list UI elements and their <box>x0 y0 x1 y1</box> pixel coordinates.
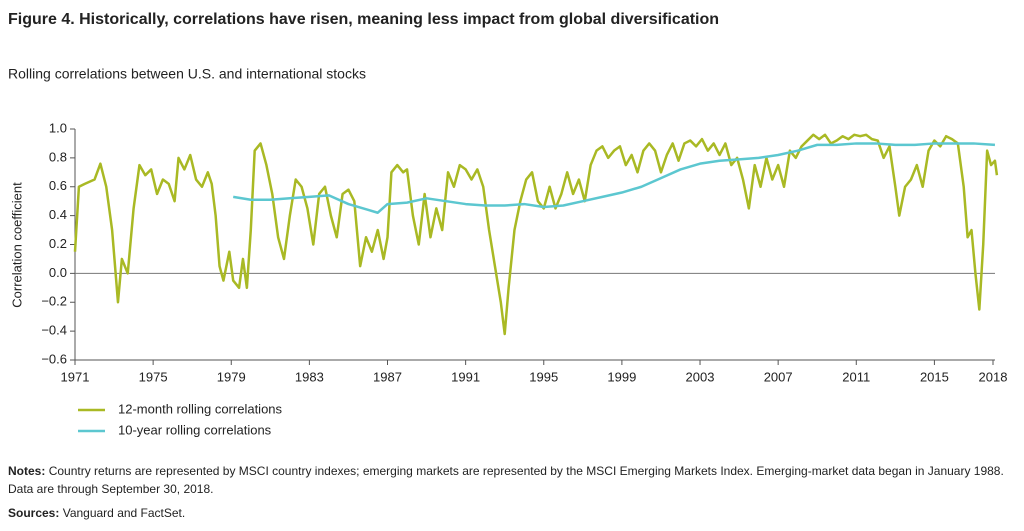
x-tick-label: 1983 <box>295 369 324 384</box>
chart-title: Figure 4. Historically, correlations hav… <box>8 11 719 28</box>
y-tick-label: −0.6 <box>41 351 67 366</box>
y-tick-label: 1.0 <box>49 120 67 135</box>
y-tick-label: 0.8 <box>49 149 67 164</box>
y-axis-label: Correlation coefficient <box>9 182 24 308</box>
x-tick-label: 2015 <box>920 369 949 384</box>
x-tick-label: 2007 <box>764 369 793 384</box>
chart: Figure 4. Historically, correlations hav… <box>8 11 1008 437</box>
chart-subtitle: Rolling correlations between U.S. and in… <box>8 66 366 82</box>
x-tick-label: 2018 <box>979 369 1008 384</box>
x-tick-label: 2011 <box>842 369 870 384</box>
y-tick-label: 0.0 <box>49 265 67 280</box>
x-tick-label: 1991 <box>451 369 480 384</box>
x-tick-label: 1995 <box>529 369 558 384</box>
x-tick-label: 1975 <box>139 369 168 384</box>
sources: Sources: Vanguard and FactSet. <box>8 506 185 520</box>
x-tick-label: 1979 <box>217 369 246 384</box>
x-tick-label: 1987 <box>373 369 402 384</box>
x-tick-label: 1999 <box>607 369 636 384</box>
x-tick-label: 2003 <box>686 369 715 384</box>
y-tick-label: −0.2 <box>41 294 67 309</box>
notes: Notes: Country returns are represented b… <box>8 462 1008 498</box>
sources-text: Vanguard and FactSet. <box>62 506 186 520</box>
y-tick-label: 0.2 <box>49 236 67 251</box>
x-tick-label: 1971 <box>61 369 90 384</box>
y-tick-label: 0.6 <box>49 178 67 193</box>
notes-label: Notes: <box>8 464 46 478</box>
y-tick-label: 0.4 <box>49 207 67 222</box>
line <box>73 133 999 336</box>
sources-label: Sources: <box>8 506 60 520</box>
y-tick-label: −0.4 <box>41 323 67 338</box>
legend-label: 12-month rolling correlations <box>118 401 283 416</box>
notes-text: Country returns are represented by MSCI … <box>8 464 1004 496</box>
line <box>233 142 996 214</box>
legend-label: 10-year rolling correlations <box>118 422 272 437</box>
